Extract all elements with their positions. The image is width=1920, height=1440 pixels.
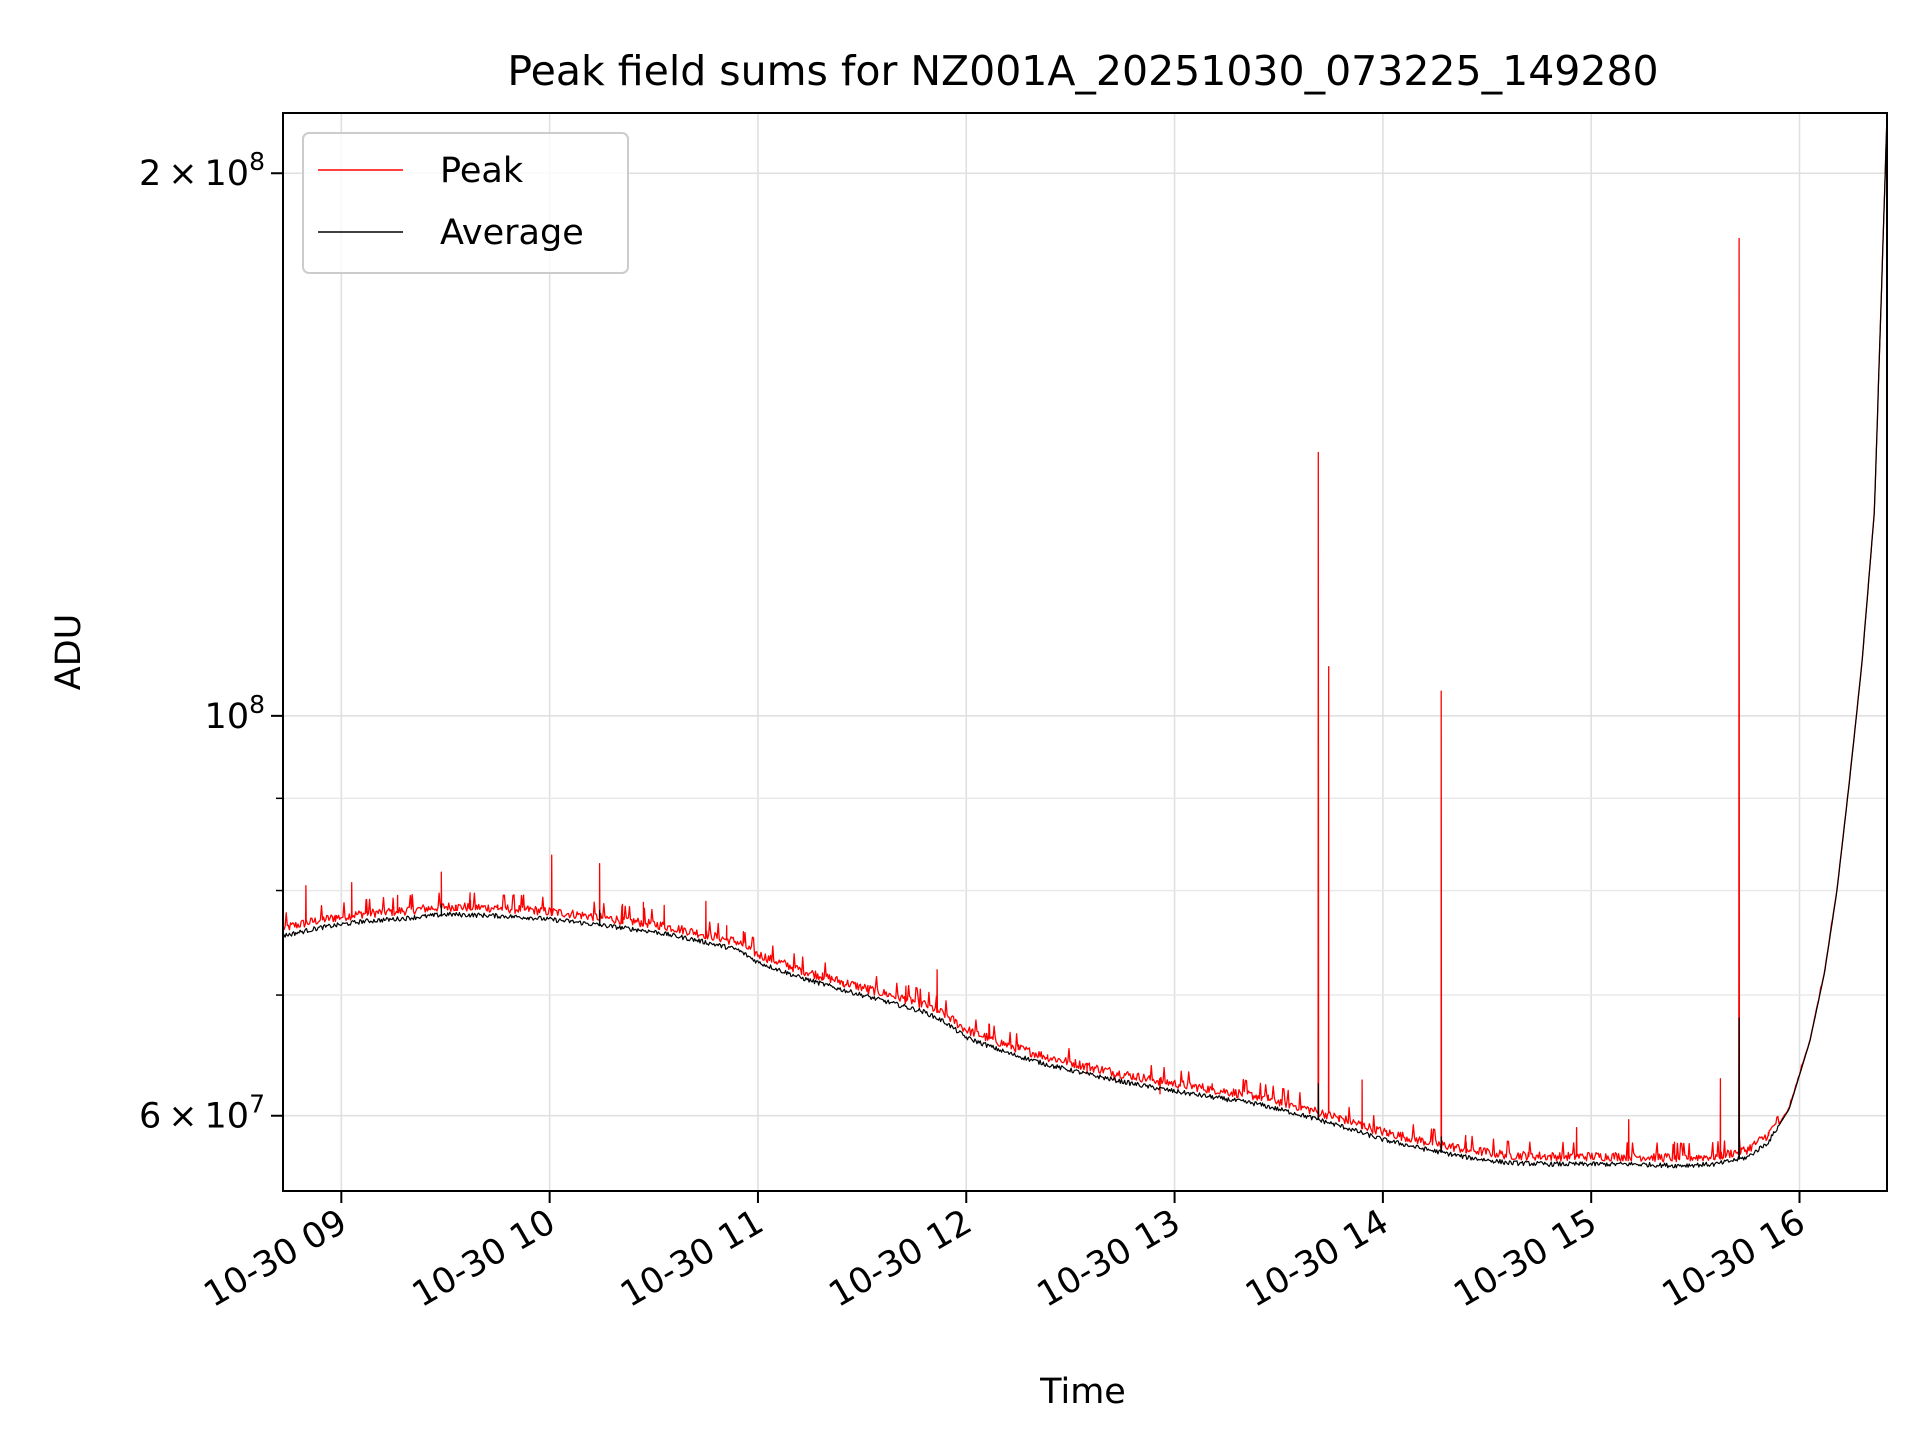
plot-frame	[282, 112, 1888, 1192]
legend-box	[302, 132, 629, 274]
y-axis-label: ADU	[49, 614, 89, 691]
legend: Peak Average	[302, 132, 629, 274]
legend-label-peak: Peak	[440, 151, 524, 191]
series-layer	[283, 115, 1887, 1169]
legend-label-average: Average	[440, 213, 584, 253]
series-peak-line	[283, 115, 1887, 1163]
y-tick-label: 2 × 108	[139, 147, 265, 194]
y-tick-label: 108	[205, 690, 265, 737]
y-axis: 6 × 107 108 2 × 108	[139, 147, 283, 1137]
series-average-line	[283, 116, 1887, 1169]
y-tick-label: 6 × 107	[139, 1090, 265, 1137]
x-axis-label: Time	[1039, 1372, 1126, 1412]
chart-title: Peak field sums for NZ001A_20251030_0732…	[507, 47, 1658, 95]
grid-lines	[283, 113, 1887, 1191]
